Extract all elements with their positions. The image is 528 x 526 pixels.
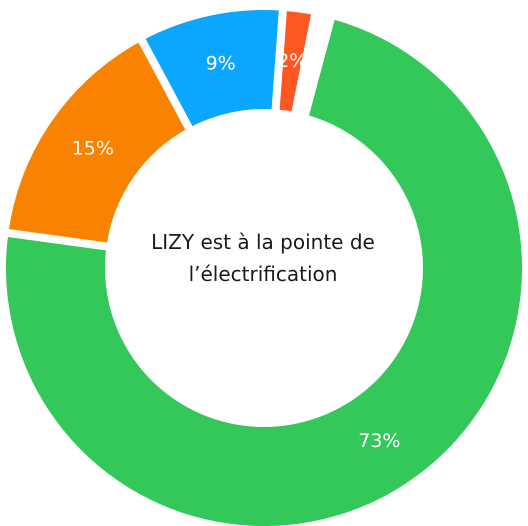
chart-title: LIZY est à la pointe de l’électrificatio… [151, 230, 375, 286]
donut-segment [271, 2, 320, 121]
donut-segment [0, 10, 528, 526]
data-label: 15% [72, 138, 114, 160]
data-label: 73% [358, 430, 400, 452]
data-label: 2% [277, 50, 307, 72]
data-label: 9% [206, 53, 236, 75]
